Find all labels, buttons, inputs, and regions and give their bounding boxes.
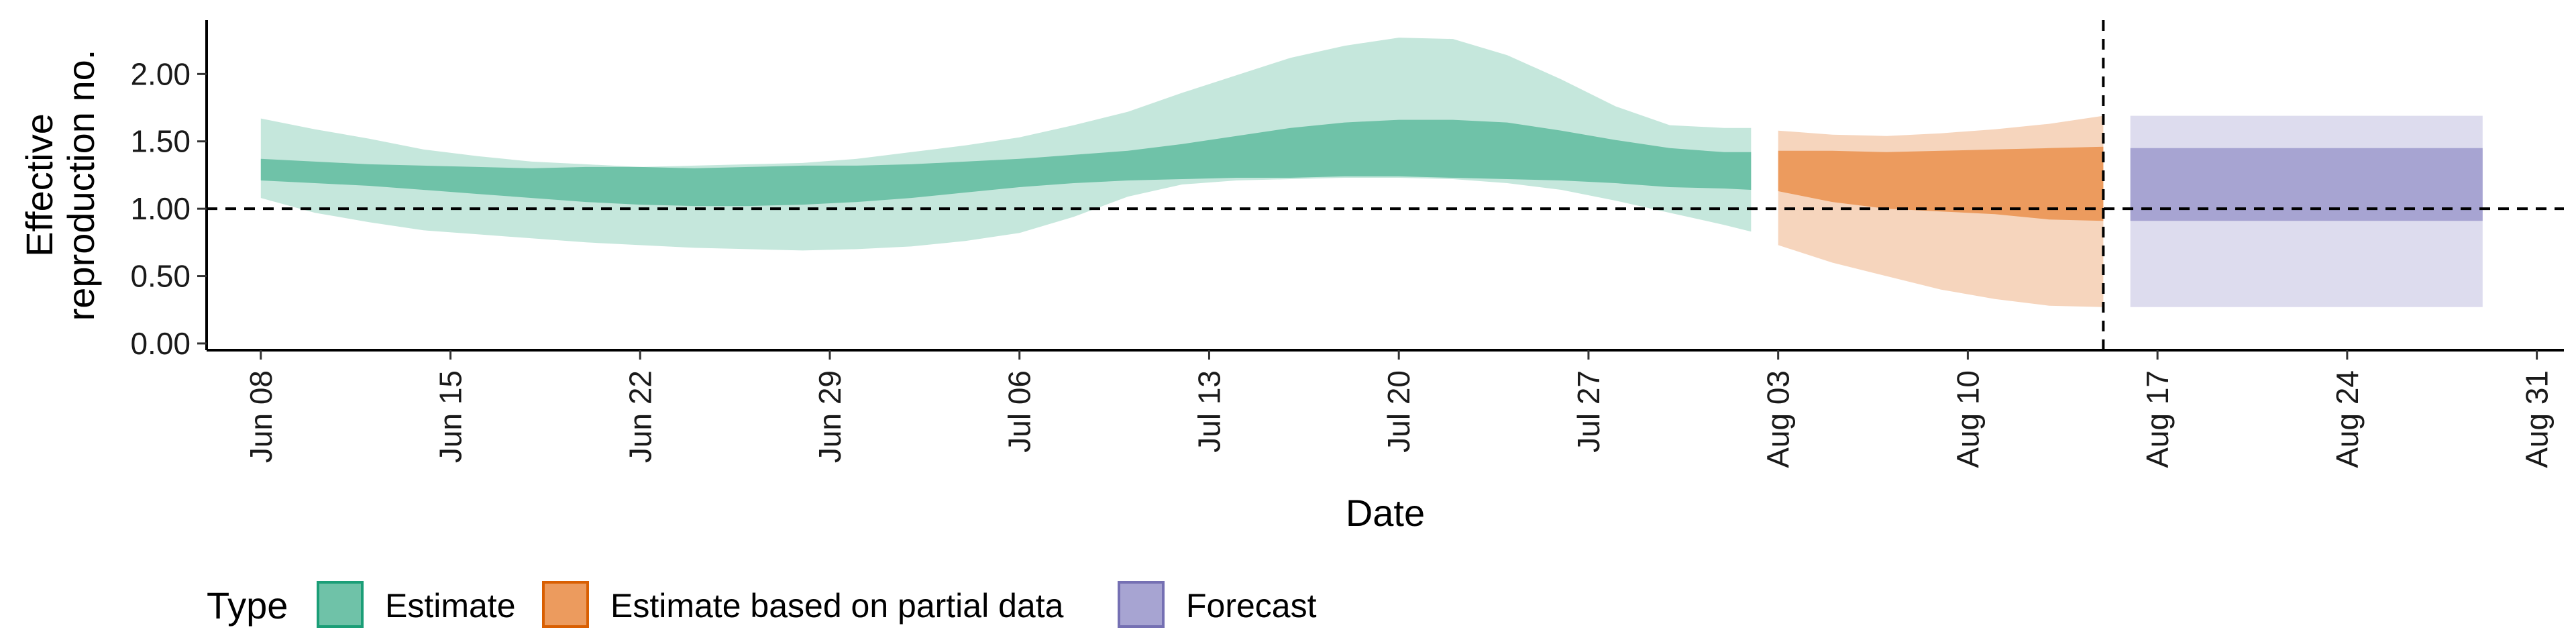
ribbon-bands xyxy=(260,38,2483,307)
x-tick-label: Jul 20 xyxy=(1381,370,1416,453)
estimate-based-on-partial-data-inner-band xyxy=(1778,146,2104,221)
x-tick-label: Jun 15 xyxy=(433,370,468,463)
y-tick-label: 0.00 xyxy=(130,326,191,361)
y-tick-label: 2.00 xyxy=(130,56,191,91)
forecast-inner-band xyxy=(2130,148,2483,221)
legend-label-estimate: Estimate xyxy=(385,587,516,625)
axes: 0.00 0.50 1.00 1.50 2.00 Jun 08 Jun 15 Jun 22 Ju… xyxy=(18,20,2564,534)
x-tick-label: Jul 06 xyxy=(1002,370,1037,453)
legend-key-estimate xyxy=(317,581,364,628)
x-tick-label: Jun 08 xyxy=(244,370,278,463)
legend-label-estimate-based-on-partial-data: Estimate based on partial data xyxy=(610,587,1064,625)
x-tick-label: Jul 13 xyxy=(1192,370,1227,453)
y-axis-title-line: Effective xyxy=(18,113,60,257)
x-tick-label: Jun 22 xyxy=(623,370,657,463)
legend-title: Type xyxy=(207,584,288,627)
x-tick-label: Aug 24 xyxy=(2330,370,2365,468)
legend: Type Estimate Estimate based on partial da… xyxy=(207,581,1317,628)
x-tick-label: Jul 27 xyxy=(1571,370,1606,453)
x-axis-title: Date xyxy=(1346,492,1425,534)
y-tick-label: 0.50 xyxy=(130,259,191,294)
y-axis-title-line: reproduction no. xyxy=(60,50,102,321)
legend-label-forecast: Forecast xyxy=(1186,587,1317,625)
legend-key-forecast xyxy=(1118,581,1165,628)
y-tick-label: 1.00 xyxy=(130,191,191,226)
x-tick-label: Aug 31 xyxy=(2520,370,2555,468)
y-tick-label: 1.50 xyxy=(130,124,191,159)
y-axis-title: Effectivereproduction no. xyxy=(18,50,102,321)
x-tick-label: Aug 10 xyxy=(1950,370,1985,468)
legend-key-estimate-based-on-partial-data xyxy=(542,581,589,628)
x-tick-label: Aug 03 xyxy=(1761,370,1796,468)
x-tick-label: Aug 17 xyxy=(2140,370,2175,468)
estimate-inner-band xyxy=(260,119,1752,207)
x-tick-label: Jun 29 xyxy=(812,370,847,463)
